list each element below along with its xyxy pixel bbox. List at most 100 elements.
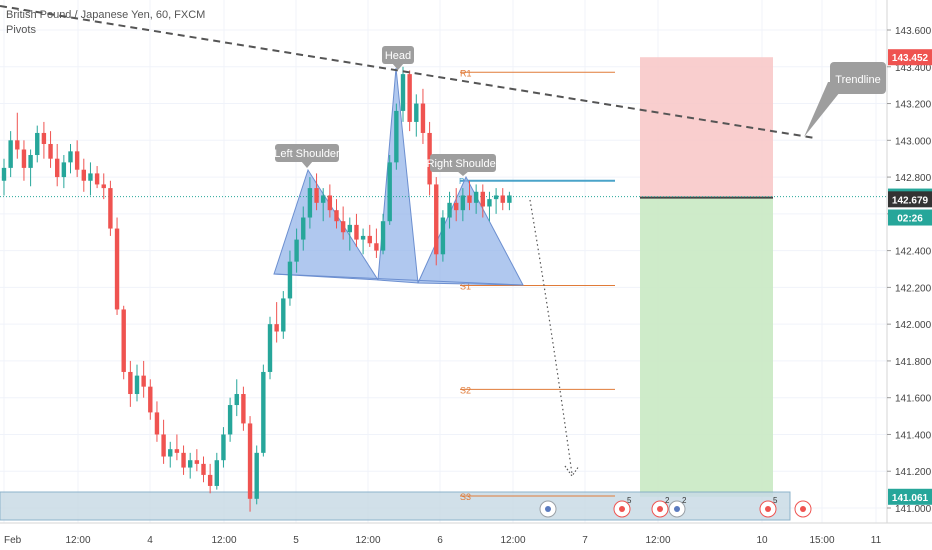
event-markers: 5 2 2 5: [539, 496, 812, 518]
candle-body: [247, 423, 253, 499]
candle-body: [21, 149, 27, 168]
candle-body: [41, 132, 47, 144]
candle-body: [201, 463, 206, 475]
event-marker-dot: [800, 506, 806, 512]
trendline-tail: [804, 82, 848, 137]
candle-body: [480, 191, 485, 207]
candles: [1, 66, 512, 512]
candle-body: [68, 151, 73, 163]
candle-body: [374, 243, 379, 251]
candle-body: [434, 184, 439, 255]
candle-body: [207, 474, 213, 486]
indicator-label: Pivots: [6, 24, 36, 36]
candle-body: [400, 74, 406, 111]
price-tick-label: 141.400: [895, 430, 932, 441]
legend: British Pound / Japanese Yen, 60, FXCM P…: [6, 8, 205, 38]
candle-body: [227, 405, 233, 435]
candle-body: [194, 460, 200, 464]
candle-body: [48, 143, 53, 159]
candle-body: [174, 449, 180, 453]
candle-body: [427, 132, 432, 185]
head-shape: [377, 67, 419, 284]
head-tail: [392, 63, 404, 70]
time-tick-label: 12:00: [645, 535, 670, 546]
candle-body: [161, 434, 166, 457]
candle-body: [241, 394, 246, 424]
event-count: 5: [627, 496, 632, 505]
left-shoulder-tail: [301, 161, 313, 168]
price-tick-label: 143.000: [895, 136, 932, 147]
event-count: 5: [773, 496, 778, 505]
candle-body: [487, 199, 492, 207]
event-count: 2: [665, 496, 670, 505]
candle-body: [188, 460, 193, 468]
price-tick-label: 141.800: [895, 357, 932, 368]
price-tick-label: 142.200: [895, 283, 932, 294]
time-tick-label: 12:00: [65, 535, 90, 546]
candle-body: [274, 324, 279, 332]
neckline: [273, 273, 524, 286]
price-badge-label: 143.452: [892, 53, 929, 64]
candle-body: [347, 224, 352, 233]
candle-body: [1, 167, 7, 181]
candle-body: [460, 195, 466, 211]
candle-body: [507, 195, 512, 203]
right-shoulder-tail: [457, 171, 469, 176]
candle-body: [88, 173, 93, 181]
head-box: [382, 46, 414, 64]
right-shoulder-shape: [417, 175, 524, 286]
candle-body: [168, 449, 173, 457]
time-tick-label: Feb: [4, 535, 22, 546]
candle-body: [74, 151, 80, 170]
candle-body: [81, 169, 86, 181]
candle-body: [354, 224, 359, 240]
left-shoulder-callout: Left Shoulder: [274, 144, 340, 168]
candle-body: [287, 261, 293, 299]
candle-body: [367, 235, 372, 244]
candle-body: [181, 452, 186, 468]
candle-body: [114, 228, 120, 310]
head-callout: Head: [382, 46, 414, 70]
candle-body: [141, 375, 146, 387]
event-marker-dot: [657, 506, 663, 512]
chart-title: British Pound / Japanese Yen, 60, FXCM: [6, 9, 206, 21]
time-tick-label: 12:00: [500, 535, 525, 546]
head-and-shoulders-pattern: [273, 67, 524, 286]
stop-loss-zone: [640, 57, 773, 197]
candle-body: [414, 103, 419, 122]
price-tick-label: 143.400: [895, 63, 932, 74]
price-badge-label: 02:26: [897, 214, 923, 225]
candle-body: [35, 132, 40, 156]
pivot-label-s1: S1: [460, 282, 471, 292]
candle-body: [407, 74, 412, 122]
candle-body: [387, 162, 392, 222]
right-shoulder-label: Right Shoulder: [427, 158, 500, 170]
candle-body: [454, 202, 459, 211]
candle-body: [281, 298, 286, 332]
time-tick-label: 12:00: [211, 535, 236, 546]
event-marker-dot: [674, 506, 680, 512]
price-tick-label: 142.000: [895, 320, 932, 331]
candle-body: [394, 110, 399, 163]
pivot-label-s3: S3: [460, 492, 471, 502]
candle-body: [500, 195, 505, 203]
candle-body: [420, 103, 426, 133]
price-badge: [888, 488, 932, 505]
event-marker-dot: [765, 506, 771, 512]
trendline: [0, 5, 816, 139]
candle-body: [61, 162, 67, 178]
time-tick-label: 10: [756, 535, 768, 546]
candle-body: [261, 371, 266, 453]
price-tick-label: 141.600: [895, 394, 932, 405]
resistance-marker: P: [459, 177, 464, 186]
time-tick-label: 15:00: [809, 535, 834, 546]
right-shoulder-box: [430, 154, 496, 172]
price-tick-label: 142.800: [895, 173, 932, 184]
head-label: Head: [385, 50, 411, 62]
right-shoulder-callout: Right Shoulder: [427, 154, 500, 176]
projection-arrow: [529, 199, 573, 475]
candle-body: [301, 217, 306, 240]
candle-body: [360, 235, 366, 240]
